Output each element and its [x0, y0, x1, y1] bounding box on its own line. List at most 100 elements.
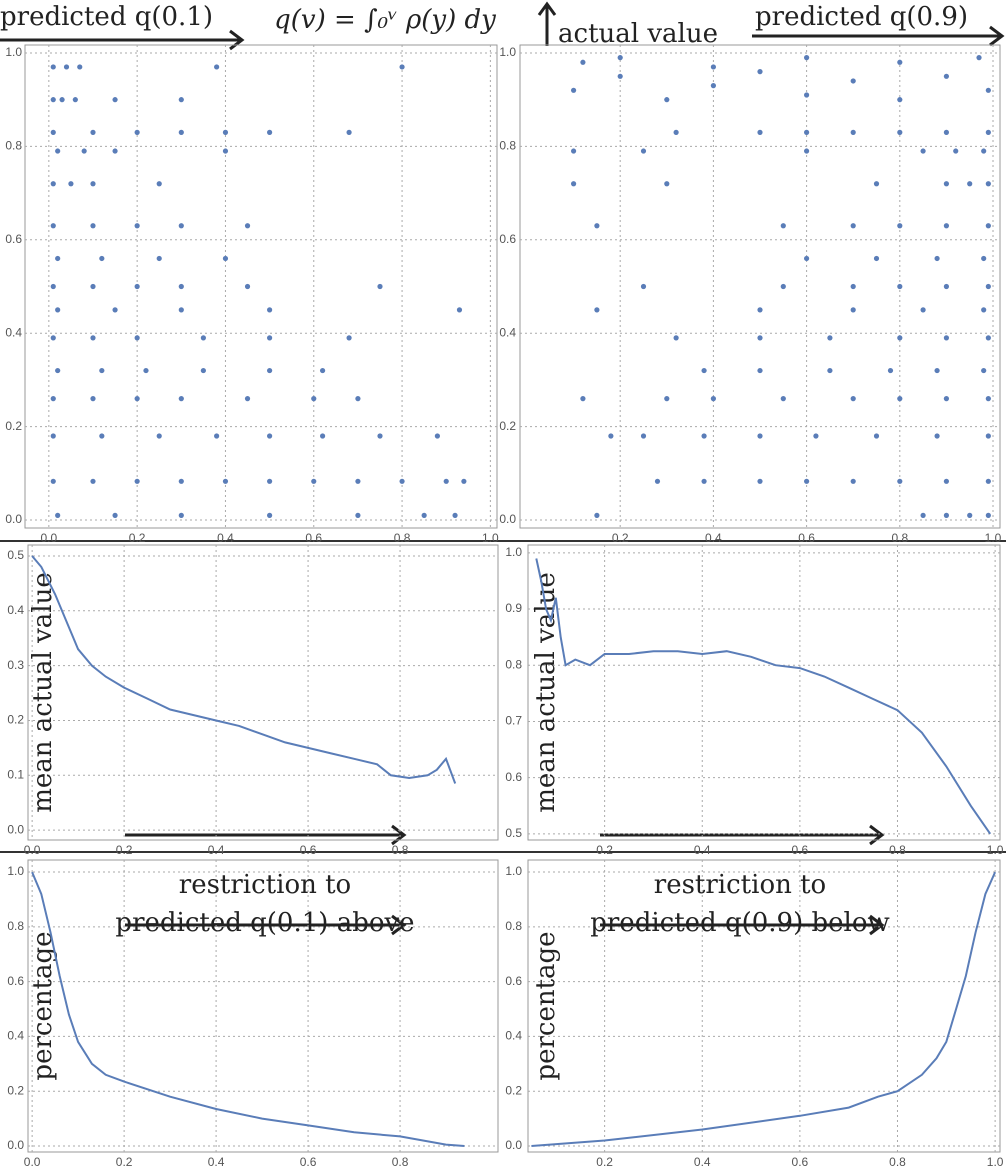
point: [90, 223, 96, 229]
point: [664, 181, 670, 187]
y-tick-label: 0.0: [7, 1138, 24, 1152]
point: [134, 223, 140, 229]
y-tick-label: 0.3: [7, 658, 24, 672]
y-tick-label: 0.6: [7, 974, 24, 988]
point: [90, 396, 96, 402]
point: [178, 223, 184, 229]
point: [934, 433, 940, 439]
x-tick-label: 0.0: [24, 1155, 41, 1169]
point: [77, 64, 83, 70]
point: [134, 129, 140, 135]
point: [701, 478, 707, 484]
y-tick-label: 0.6: [499, 232, 516, 246]
x-tick-label: 0.4: [705, 531, 722, 545]
y-tick-label: 0.9: [505, 601, 522, 615]
annotation: restriction to: [179, 870, 351, 900]
point: [461, 478, 467, 484]
y-tick-label: 1.0: [505, 545, 522, 559]
point: [850, 129, 856, 135]
plot-frame: [527, 859, 1001, 1153]
point: [920, 307, 926, 313]
point: [804, 148, 810, 154]
x-tick-label: 0.6: [798, 531, 815, 545]
point: [570, 148, 577, 154]
y-tick-label: 0.1: [7, 767, 24, 781]
point: [873, 433, 880, 439]
annotation: restriction to: [654, 870, 826, 900]
point: [757, 307, 763, 313]
point: [90, 478, 96, 484]
point: [594, 512, 600, 518]
point: [267, 478, 273, 484]
point: [346, 335, 352, 341]
chart: 0.0 0.2 0.4 0.6 0.8 1.0 0.0 0.2 0.4 0.6 0.8 1.0: [5, 44, 499, 545]
point: [319, 367, 326, 374]
x-tick-label: 0.6: [300, 843, 317, 857]
y-tick-label: 0.4: [499, 325, 516, 339]
point: [50, 223, 56, 229]
point: [99, 255, 105, 262]
point: [897, 335, 903, 341]
point: [850, 478, 856, 484]
point: [897, 129, 903, 135]
point: [178, 512, 184, 518]
point: [156, 433, 162, 439]
point: [757, 69, 763, 75]
point: [976, 55, 982, 61]
point: [850, 223, 856, 229]
plot-frame: [27, 544, 499, 841]
point: [178, 129, 184, 135]
point: [570, 181, 577, 187]
point: [804, 255, 810, 262]
y-tick-label: 0.0: [505, 1138, 522, 1152]
point: [850, 396, 856, 402]
point: [850, 307, 856, 313]
x-tick-label: 0.8: [889, 1155, 906, 1169]
point: [55, 148, 61, 154]
point: [943, 223, 950, 229]
data-line: [531, 871, 997, 1147]
x-tick-label: 0.6: [792, 1155, 809, 1169]
point: [827, 367, 833, 374]
point: [68, 181, 74, 187]
point: [267, 512, 273, 518]
point: [90, 283, 96, 290]
chart: 0.2 0.4 0.6 0.8 1.0 0.0 0.2 0.4 0.6 0.8 1.0 percent…: [505, 859, 1004, 1169]
point: [953, 148, 959, 154]
x-tick-label: 0.8: [889, 843, 906, 857]
y-tick-label: 0.2: [505, 1083, 522, 1097]
point: [873, 255, 880, 262]
header-formula: q(v) = ∫₀ᵛ ρ(y) dy: [274, 5, 496, 35]
data-line: [535, 558, 992, 835]
point: [897, 283, 903, 290]
y-tick-label: 0.6: [505, 770, 522, 784]
y-tick-label: 0.6: [5, 232, 22, 246]
point: [897, 97, 903, 103]
point: [804, 92, 810, 98]
y-tick-label: 0.4: [505, 1029, 522, 1043]
point: [50, 97, 56, 103]
x-tick-label: 0.2: [596, 1155, 613, 1169]
point: [156, 255, 162, 262]
point: [134, 396, 140, 402]
x-tick-label: 1.0: [985, 531, 1002, 545]
point: [456, 307, 463, 313]
point: [452, 512, 458, 518]
point: [897, 396, 903, 402]
point: [50, 283, 56, 290]
header-center: actual value: [558, 19, 718, 49]
point: [985, 87, 991, 93]
point: [780, 396, 786, 402]
y-tick-label: 1.0: [7, 864, 24, 878]
point: [112, 512, 118, 518]
point: [244, 396, 251, 402]
y-tick-label: 0.2: [7, 1083, 24, 1097]
y-tick-label: 0.5: [7, 548, 24, 562]
point: [943, 335, 950, 341]
point: [985, 223, 991, 229]
point: [399, 64, 405, 70]
point: [804, 55, 810, 61]
point: [311, 478, 317, 484]
plot-frame: [527, 544, 1001, 841]
